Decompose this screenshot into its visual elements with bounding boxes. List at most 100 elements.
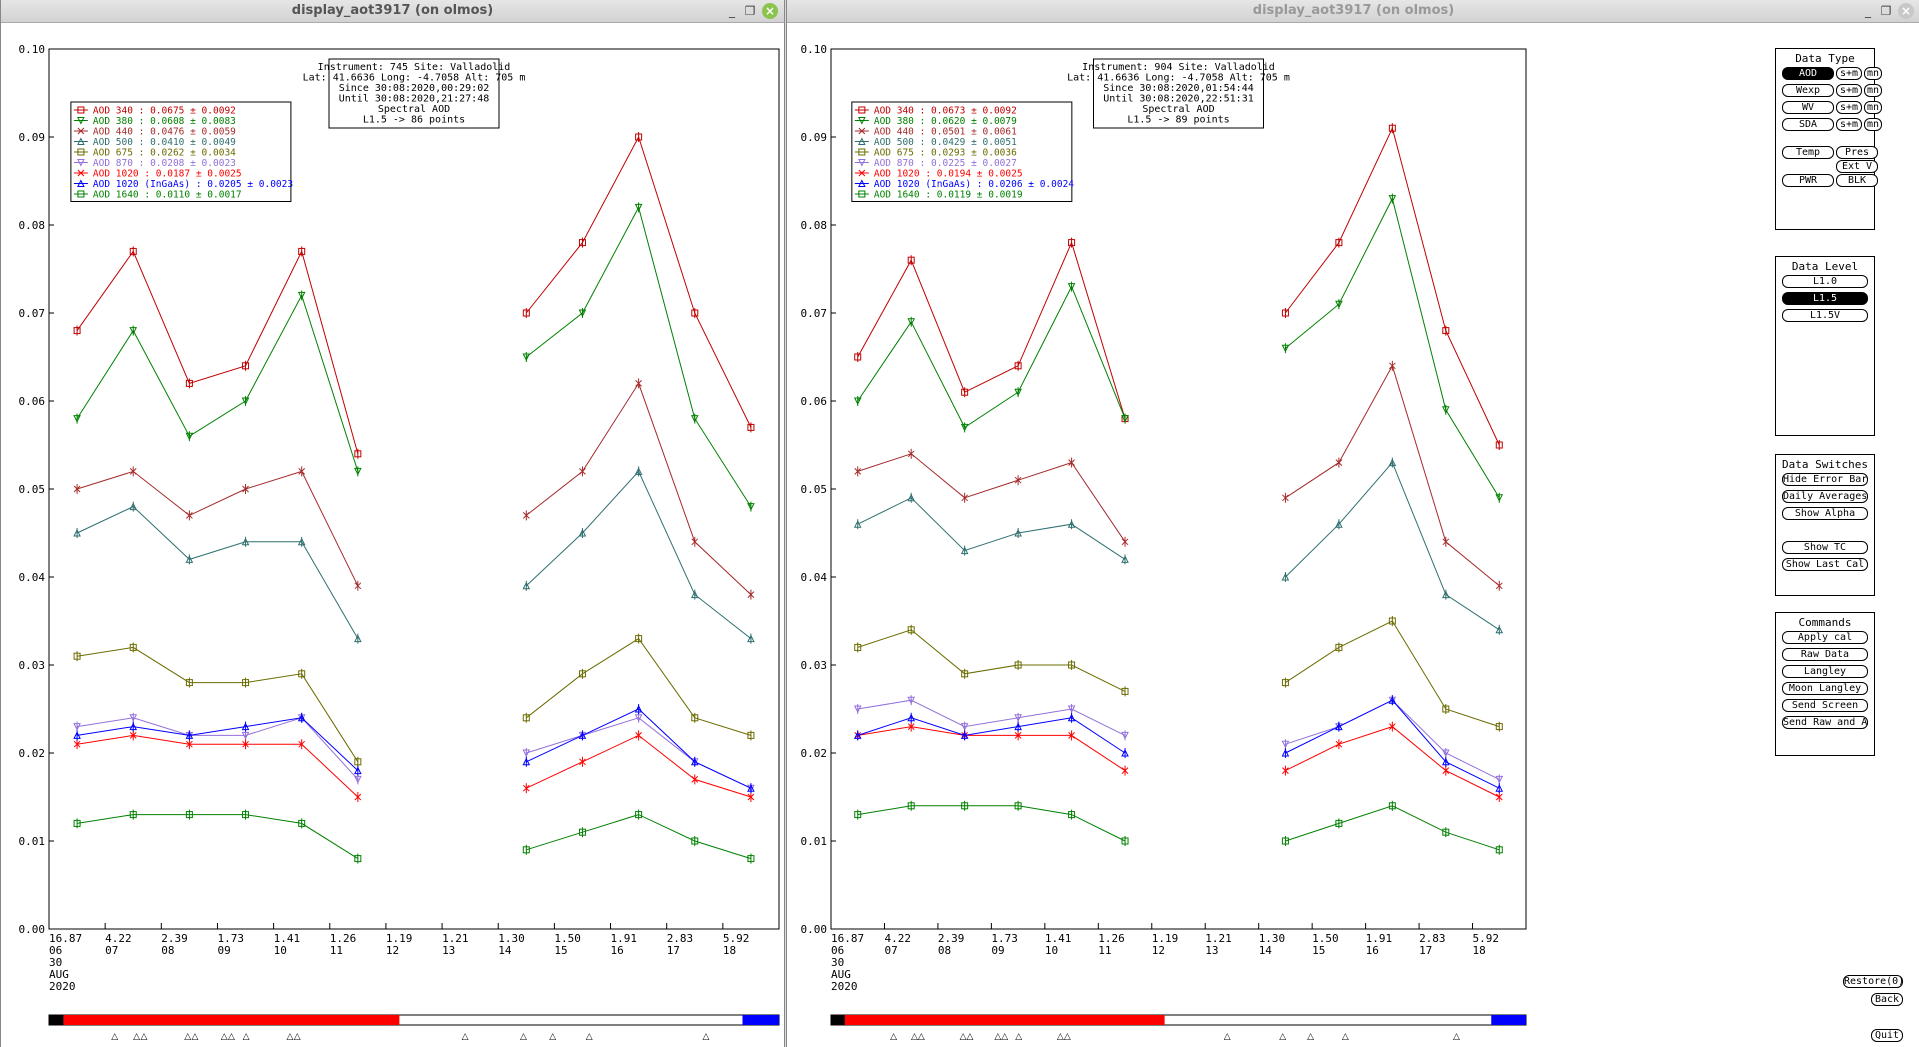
x-tick-label-day: 11	[330, 944, 343, 957]
command-button[interactable]: Send Screen	[1782, 699, 1868, 712]
data-switch-button[interactable]: Show Last Cal	[1782, 558, 1868, 571]
data-point	[1495, 844, 1503, 855]
command-button[interactable]: Langley	[1782, 665, 1868, 678]
data-type-button[interactable]: s+m	[1836, 84, 1862, 97]
data-point	[522, 756, 531, 767]
command-button[interactable]: Moon Langley	[1782, 682, 1868, 695]
data-switch-button[interactable]: Hide Error Bars	[1782, 473, 1868, 486]
x-tick-label-day: 14	[498, 944, 512, 957]
restore-icon[interactable]: ❐	[1880, 4, 1892, 18]
timeline-marker: △	[1342, 1032, 1349, 1042]
restore-button[interactable]: Restore(0)	[1843, 975, 1905, 988]
data-type-button[interactable]: AOD	[1782, 67, 1834, 80]
panel-title: Data Type	[1795, 52, 1855, 65]
data-switch-button[interactable]: Daily Averages	[1782, 490, 1868, 503]
x-tick-label-top: 1.73	[217, 932, 244, 945]
data-point	[73, 818, 81, 829]
command-button[interactable]: Apply cal	[1782, 631, 1868, 644]
data-point	[1014, 800, 1022, 811]
command-button[interactable]: Send Raw and AOD	[1782, 716, 1868, 729]
data-point	[691, 536, 699, 547]
minimize-icon[interactable]: _	[1865, 4, 1871, 18]
legend-entry: AOD 675 : 0.0293 ± 0.0036	[874, 148, 1017, 159]
titlebar[interactable]: display_aot3917 (on olmos) _ ❐ ×	[787, 0, 1919, 23]
data-point	[579, 756, 586, 767]
data-point	[854, 642, 862, 653]
x-tick-label-top: 16.87	[831, 932, 864, 945]
titlebar[interactable]: display_aot3917 (on olmos) _ ❐ ×	[1, 0, 784, 23]
data-switches-panel: Data Switches Hide Error Bars Daily Averag…	[1775, 454, 1875, 596]
data-type-extra-button[interactable]: Temp	[1782, 146, 1834, 159]
panel-title: Commands	[1798, 616, 1852, 629]
x-tick-label-day: 13	[1205, 944, 1218, 957]
timeline-marker: △	[243, 1032, 250, 1042]
data-type-button[interactable]: Wexp	[1782, 84, 1834, 97]
data-point	[73, 721, 81, 732]
data-point	[522, 748, 531, 758]
data-type-button[interactable]: s+m	[1836, 101, 1862, 114]
y-tick-label: 0.01	[801, 835, 828, 848]
data-type-extra-button[interactable]: BLK	[1836, 174, 1878, 187]
data-point	[579, 466, 586, 477]
quit-button[interactable]: Quit	[1871, 1029, 1903, 1042]
legend-entry: AOD 380 : 0.0608 ± 0.0083	[93, 116, 236, 127]
legend-entry: AOD 1020 : 0.0187 ± 0.0025	[93, 169, 242, 180]
data-switch-button[interactable]: Show TC	[1782, 541, 1868, 554]
restore-icon[interactable]: ❐	[744, 4, 756, 18]
data-type-extra-button[interactable]: Pres	[1836, 146, 1878, 159]
data-point	[1388, 616, 1396, 626]
x-tick-label-top: 4.22	[105, 932, 131, 945]
data-type-button[interactable]: mn	[1864, 84, 1882, 97]
x-tick-label-top: 1.21	[442, 932, 469, 945]
data-point	[241, 730, 250, 741]
data-point	[747, 633, 755, 644]
data-level-button[interactable]: L1.0	[1782, 275, 1868, 288]
y-tick-label: 0.03	[801, 659, 828, 672]
command-button[interactable]: Raw Data	[1782, 648, 1868, 661]
data-type-button[interactable]: s+m	[1836, 118, 1862, 131]
data-type-extra-button[interactable]: Ext V	[1836, 160, 1878, 173]
series-1	[853, 193, 1504, 503]
series-7	[853, 695, 1504, 794]
data-level-button[interactable]: L1.5V	[1782, 309, 1868, 322]
series-4	[73, 633, 755, 767]
data-point	[1121, 536, 1129, 547]
series-8	[73, 809, 755, 864]
x-tick-label-top: 1.73	[991, 932, 1018, 945]
data-type-extra-button[interactable]: PWR	[1782, 174, 1834, 187]
data-point	[1441, 748, 1450, 758]
data-type-button[interactable]: WV	[1782, 101, 1834, 114]
data-level-button[interactable]: L1.5	[1782, 292, 1868, 305]
data-point	[1388, 193, 1397, 204]
close-icon[interactable]: ×	[762, 3, 778, 19]
close-icon[interactable]: ×	[1898, 3, 1914, 19]
y-tick-label: 0.04	[19, 571, 46, 584]
timeline-bar[interactable]	[48, 1014, 780, 1026]
data-type-button[interactable]: s+m	[1836, 67, 1862, 80]
data-type-button[interactable]: SDA	[1782, 118, 1834, 131]
data-point	[578, 730, 587, 741]
x-tick-label-day: 15	[554, 944, 567, 957]
data-point	[1121, 413, 1129, 424]
x-tick-label-day: 09	[991, 944, 1004, 957]
x-tick-label-day: 07	[884, 944, 897, 957]
minimize-icon[interactable]: _	[729, 4, 735, 18]
timeline-bar[interactable]	[830, 1014, 1527, 1026]
x-tick-label-top: 5.92	[723, 932, 750, 945]
data-type-button[interactable]: mn	[1864, 67, 1882, 80]
timeline-marker: △	[586, 1032, 593, 1042]
data-point	[185, 730, 194, 741]
data-type-button[interactable]: mn	[1864, 118, 1882, 131]
x-tick-label-day: 10	[274, 944, 287, 957]
data-point	[522, 712, 530, 723]
series-2	[854, 360, 1503, 591]
back-button[interactable]: Back	[1871, 993, 1903, 1006]
data-type-button[interactable]: mn	[1864, 101, 1882, 114]
data-point	[854, 466, 862, 477]
x-tick-label-day: 06	[49, 944, 62, 957]
x-tick-label-top: 1.91	[1366, 932, 1393, 945]
data-switch-button[interactable]: Show Alpha	[1782, 507, 1868, 520]
data-point	[1335, 818, 1343, 829]
data-point	[522, 580, 531, 591]
